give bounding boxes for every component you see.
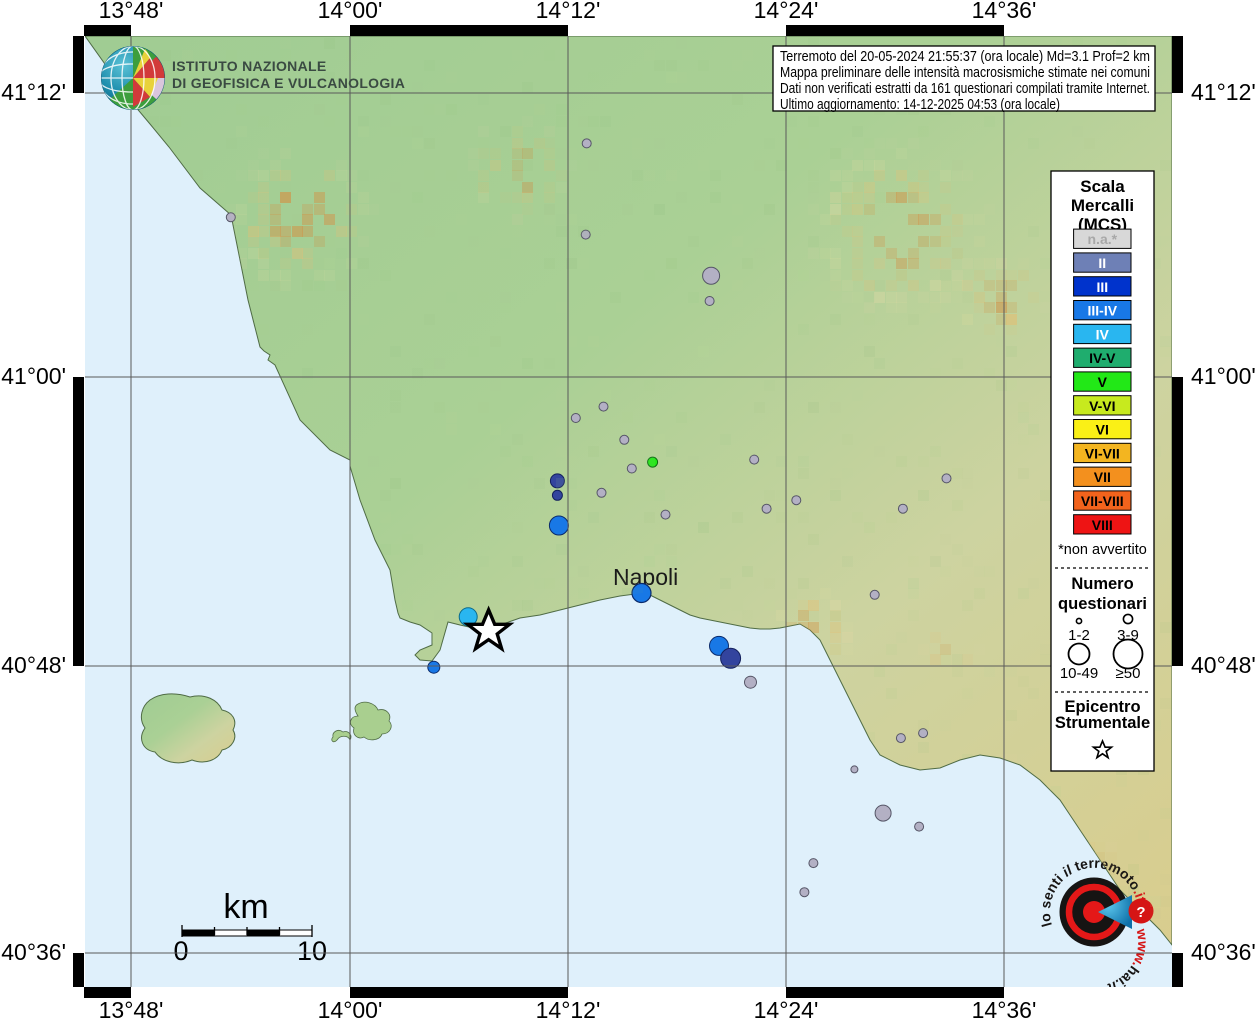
svg-text:V-VI: V-VI xyxy=(1089,398,1115,414)
svg-text:VI-VII: VI-VII xyxy=(1085,445,1120,461)
svg-text:?: ? xyxy=(1136,904,1145,921)
svg-text:41°00': 41°00' xyxy=(1191,363,1255,389)
svg-text:40°48': 40°48' xyxy=(1191,652,1255,678)
svg-text:13°48': 13°48' xyxy=(99,997,164,1023)
svg-text:IV-V: IV-V xyxy=(1089,350,1116,366)
svg-text:14°12': 14°12' xyxy=(536,997,601,1023)
svg-text:Numero: Numero xyxy=(1071,575,1133,593)
svg-text:40°36': 40°36' xyxy=(1,939,66,965)
svg-text:14°12': 14°12' xyxy=(536,0,601,23)
svg-text:Ultimo aggiornamento: 14-12-20: Ultimo aggiornamento: 14-12-2025 04:53 (… xyxy=(780,96,1060,113)
svg-text:Scala: Scala xyxy=(1080,177,1125,196)
svg-text:III-IV: III-IV xyxy=(1088,303,1118,319)
svg-text:Dati non verificati estratti d: Dati non verificati estratti da 161 ques… xyxy=(780,80,1150,97)
svg-text:14°36': 14°36' xyxy=(972,997,1037,1023)
svg-text:IV: IV xyxy=(1096,326,1110,342)
svg-text:40°36': 40°36' xyxy=(1191,939,1255,965)
svg-text:0: 0 xyxy=(173,936,188,966)
svg-text:13°48': 13°48' xyxy=(99,0,164,23)
svg-text:40°48': 40°48' xyxy=(1,652,66,678)
svg-text:14°24': 14°24' xyxy=(754,0,819,23)
svg-text:10: 10 xyxy=(297,936,327,966)
svg-text:VIII: VIII xyxy=(1092,517,1113,533)
svg-text:1-2: 1-2 xyxy=(1068,627,1090,644)
svg-text:Terremoto del 20-05-2024 21:55: Terremoto del 20-05-2024 21:55:37 (ora l… xyxy=(780,48,1150,65)
svg-text:Mercalli: Mercalli xyxy=(1071,196,1134,215)
svg-text:ISTITUTO NAZIONALE: ISTITUTO NAZIONALE xyxy=(172,58,326,74)
svg-text:III: III xyxy=(1096,279,1108,295)
svg-text:41°12': 41°12' xyxy=(1,79,66,105)
svg-text:≥50: ≥50 xyxy=(1116,665,1141,682)
svg-text:10-49: 10-49 xyxy=(1060,665,1098,682)
svg-text:14°00': 14°00' xyxy=(318,997,383,1023)
svg-text:Mappa preliminare delle intens: Mappa preliminare delle intensità macros… xyxy=(780,64,1150,81)
svg-text:14°00': 14°00' xyxy=(318,0,383,23)
svg-text:V: V xyxy=(1098,374,1108,390)
svg-text:14°36': 14°36' xyxy=(972,0,1037,23)
svg-text:Strumentale: Strumentale xyxy=(1055,714,1150,732)
svg-text:41°12': 41°12' xyxy=(1191,79,1255,105)
svg-text:VII-VIII: VII-VIII xyxy=(1081,493,1124,509)
svg-text:II: II xyxy=(1098,255,1106,271)
svg-text:VII: VII xyxy=(1094,469,1111,485)
svg-text:km: km xyxy=(223,888,268,926)
svg-text:41°00': 41°00' xyxy=(1,363,66,389)
svg-text:questionari: questionari xyxy=(1058,595,1147,613)
svg-text:*non avvertito: *non avvertito xyxy=(1058,542,1147,558)
svg-text:DI GEOFISICA E VULCANOLOGIA: DI GEOFISICA E VULCANOLOGIA xyxy=(172,75,405,91)
svg-text:VI: VI xyxy=(1096,422,1109,438)
svg-text:n.a.*: n.a.* xyxy=(1088,231,1118,247)
svg-text:14°24': 14°24' xyxy=(754,997,819,1023)
